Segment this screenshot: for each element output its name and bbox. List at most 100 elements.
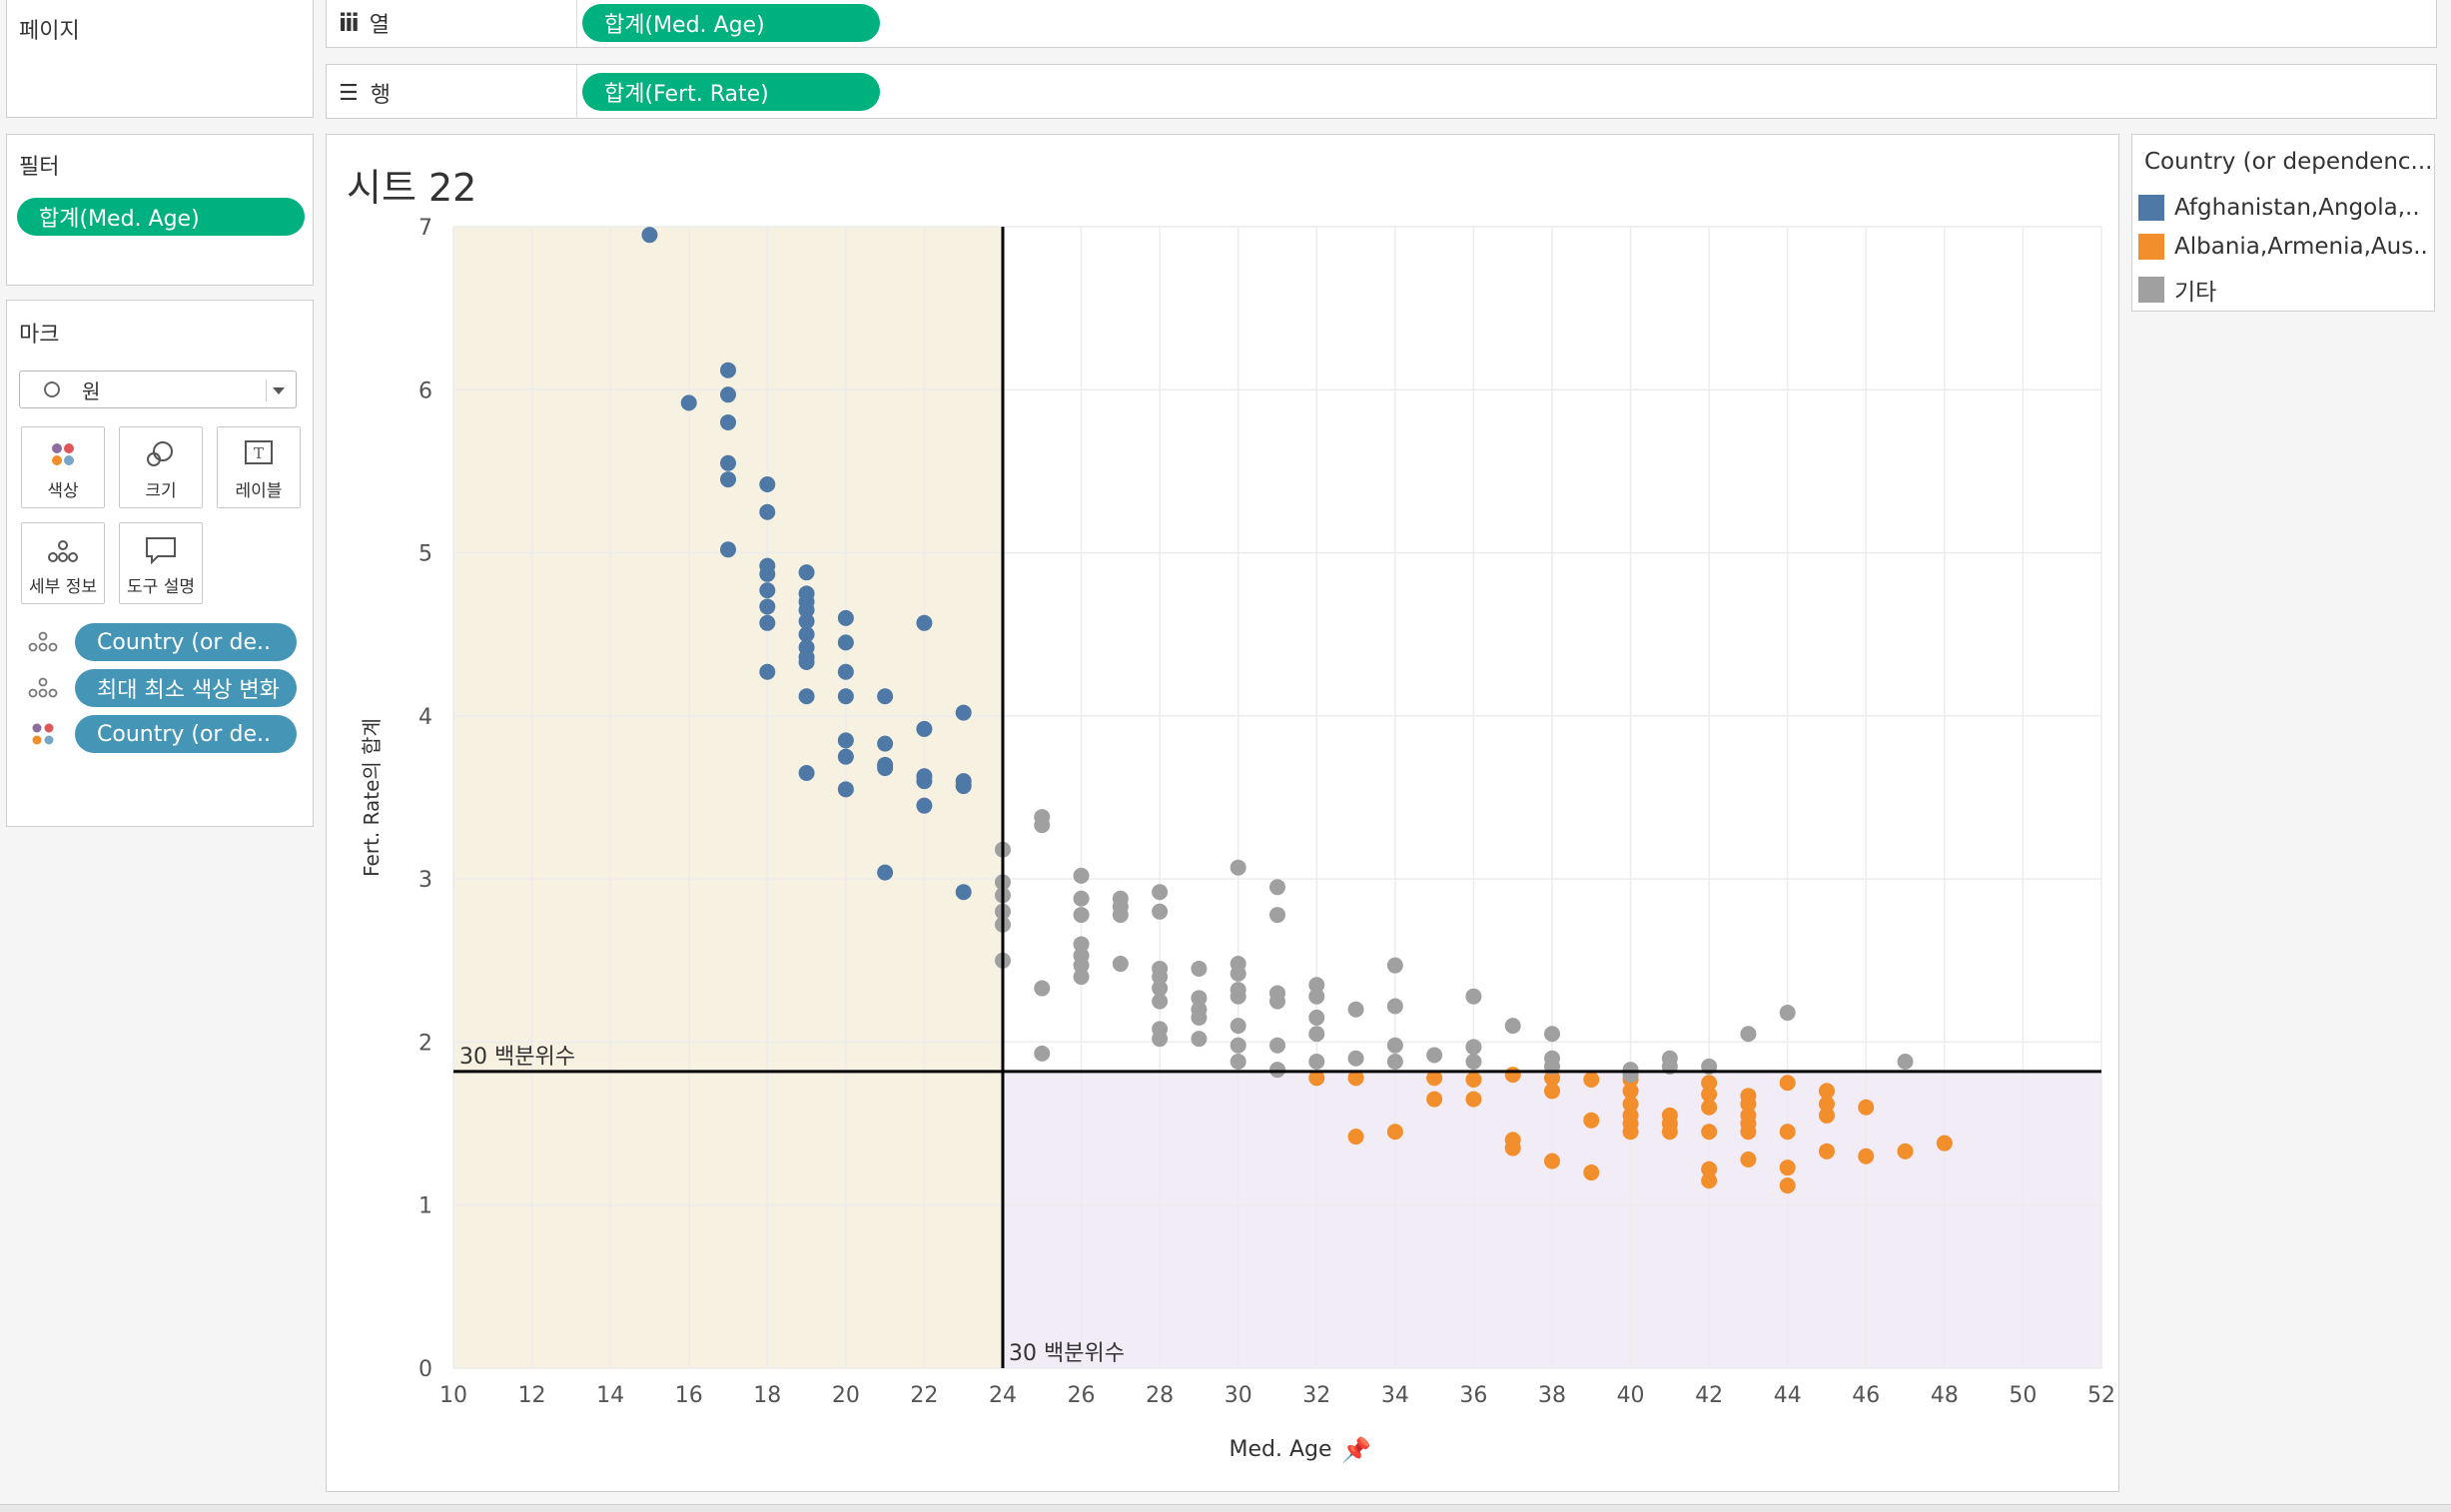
data-point[interactable] xyxy=(1191,1031,1208,1048)
color-field-pill[interactable]: Country (or de.. xyxy=(75,715,297,753)
data-point[interactable] xyxy=(759,663,776,680)
data-point[interactable] xyxy=(1308,988,1325,1005)
data-point[interactable] xyxy=(1622,1096,1639,1113)
data-point[interactable] xyxy=(1819,1142,1835,1159)
data-point[interactable] xyxy=(1779,1159,1796,1176)
data-point[interactable] xyxy=(837,732,854,749)
data-point[interactable] xyxy=(955,704,972,721)
filters-card[interactable]: 필터 합계(Med. Age) xyxy=(6,134,314,286)
data-point[interactable] xyxy=(720,454,736,471)
data-point[interactable] xyxy=(1583,1071,1600,1088)
data-point[interactable] xyxy=(1191,990,1208,1007)
data-point[interactable] xyxy=(1308,1026,1325,1043)
data-point[interactable] xyxy=(1229,988,1246,1005)
data-point[interactable] xyxy=(1544,1152,1560,1169)
data-point[interactable] xyxy=(1701,1124,1718,1140)
data-point[interactable] xyxy=(1269,993,1285,1010)
data-point[interactable] xyxy=(1229,1037,1246,1054)
data-point[interactable] xyxy=(1779,1124,1796,1140)
data-point[interactable] xyxy=(1779,1075,1796,1092)
data-point[interactable] xyxy=(1308,977,1325,994)
data-point[interactable] xyxy=(1034,980,1051,997)
data-point[interactable] xyxy=(1426,1070,1443,1087)
data-point[interactable] xyxy=(1465,1054,1482,1071)
data-point[interactable] xyxy=(1622,1124,1639,1140)
data-point[interactable] xyxy=(1504,1139,1521,1156)
data-point[interactable] xyxy=(1073,969,1090,986)
data-point[interactable] xyxy=(877,688,894,705)
data-point[interactable] xyxy=(1152,884,1169,901)
data-point[interactable] xyxy=(1701,1086,1718,1103)
data-point[interactable] xyxy=(759,475,776,492)
columns-shelf[interactable]: iii 열 합계(Med. Age) xyxy=(326,0,2437,48)
data-point[interactable] xyxy=(1936,1134,1953,1151)
data-point[interactable] xyxy=(1701,1099,1718,1116)
data-point[interactable] xyxy=(1897,1054,1914,1071)
data-point[interactable] xyxy=(837,688,854,705)
data-point[interactable] xyxy=(1152,969,1169,986)
data-point[interactable] xyxy=(1740,1150,1757,1167)
data-point[interactable] xyxy=(1504,1018,1521,1035)
data-point[interactable] xyxy=(759,614,776,631)
data-point[interactable] xyxy=(1152,903,1169,920)
data-point[interactable] xyxy=(1308,1054,1325,1071)
data-point[interactable] xyxy=(1191,960,1208,977)
data-point[interactable] xyxy=(1544,1070,1560,1087)
data-point[interactable] xyxy=(759,598,776,615)
data-point[interactable] xyxy=(1308,1070,1325,1087)
filter-pill[interactable]: 합계(Med. Age) xyxy=(17,198,305,236)
data-point[interactable] xyxy=(1740,1124,1757,1140)
data-point[interactable] xyxy=(759,503,776,520)
data-point[interactable] xyxy=(798,613,815,630)
data-point[interactable] xyxy=(1229,859,1246,876)
data-point[interactable] xyxy=(1229,1054,1246,1071)
data-point[interactable] xyxy=(1544,1026,1560,1043)
data-point[interactable] xyxy=(1819,1096,1835,1113)
data-point[interactable] xyxy=(1465,1091,1482,1108)
data-point[interactable] xyxy=(798,564,815,581)
data-point[interactable] xyxy=(1112,956,1129,973)
color-legend[interactable]: Country (or dependenc... Afghanistan,Ang… xyxy=(2131,134,2435,312)
marks-field-row[interactable]: Country (or de.. xyxy=(27,622,297,662)
data-point[interactable] xyxy=(1386,998,1403,1015)
data-point[interactable] xyxy=(1897,1142,1914,1159)
data-point[interactable] xyxy=(1229,965,1246,982)
data-point[interactable] xyxy=(1779,1177,1796,1194)
color-button[interactable]: 색상 xyxy=(21,426,105,508)
label-button[interactable]: T 레이블 xyxy=(217,426,301,508)
data-point[interactable] xyxy=(1269,1037,1285,1054)
data-point[interactable] xyxy=(1191,1009,1208,1026)
data-point[interactable] xyxy=(1819,1107,1835,1124)
marks-field-row[interactable]: 최대 최소 색상 변화 xyxy=(27,668,297,708)
data-point[interactable] xyxy=(1819,1083,1835,1100)
data-point[interactable] xyxy=(1583,1112,1600,1129)
scatter-chart[interactable]: 10 12 14 16 18 20 22 24 26 28 30 32 34 36 38 40 42 44 46 48… xyxy=(327,135,2118,1491)
data-points[interactable] xyxy=(641,227,1953,1194)
data-point[interactable] xyxy=(1073,867,1090,884)
data-point[interactable] xyxy=(916,773,933,790)
data-point[interactable] xyxy=(798,601,815,618)
data-point[interactable] xyxy=(1504,1067,1521,1084)
data-point[interactable] xyxy=(1426,1091,1443,1108)
data-point[interactable] xyxy=(1465,1071,1482,1088)
data-point[interactable] xyxy=(1858,1147,1875,1164)
data-point[interactable] xyxy=(1701,1172,1718,1189)
data-point[interactable] xyxy=(837,663,854,680)
data-point[interactable] xyxy=(720,413,736,430)
data-point[interactable] xyxy=(1308,1009,1325,1026)
data-point[interactable] xyxy=(1386,1054,1403,1071)
y-axis-title[interactable]: Fert. Rate의 합계 xyxy=(360,718,384,877)
data-point[interactable] xyxy=(798,653,815,670)
data-point[interactable] xyxy=(1701,1075,1718,1092)
rows-shelf[interactable]: ☰ 행 합계(Fert. Rate) xyxy=(326,64,2437,119)
data-point[interactable] xyxy=(1152,1031,1169,1048)
data-point[interactable] xyxy=(916,797,933,814)
columns-pill[interactable]: 합계(Med. Age) xyxy=(582,4,880,42)
data-point[interactable] xyxy=(1701,1160,1718,1177)
data-point[interactable] xyxy=(1034,1045,1051,1062)
data-point[interactable] xyxy=(798,688,815,705)
data-point[interactable] xyxy=(1583,1164,1600,1181)
detail-field-pill[interactable]: Country (or de.. xyxy=(75,623,297,661)
data-point[interactable] xyxy=(1269,907,1285,924)
data-point[interactable] xyxy=(1112,907,1129,924)
